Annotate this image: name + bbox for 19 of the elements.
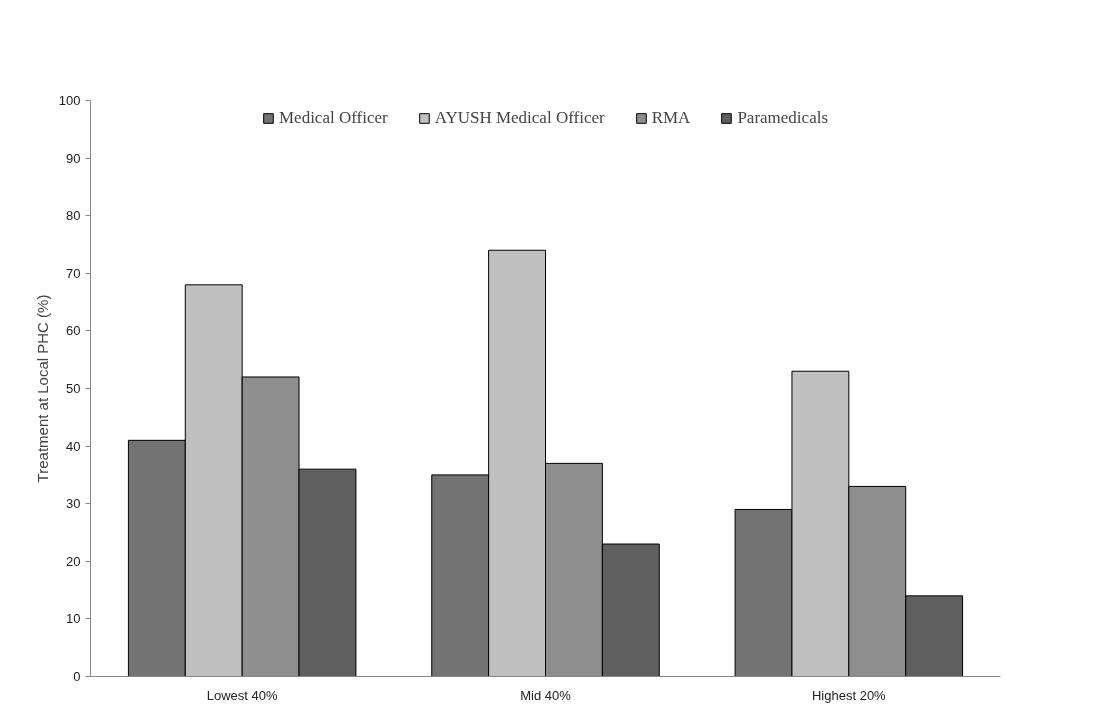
y-tick-label: 30	[66, 496, 81, 512]
y-tick-label: 80	[66, 208, 81, 224]
y-tick-label: 20	[66, 553, 81, 569]
y-axis-title: Treatment at Local PHC (%)	[33, 294, 51, 483]
x-tick-label: Lowest 40%	[206, 687, 279, 703]
legend-label: Medical Officer	[278, 108, 388, 128]
y-tick-label: 50	[66, 381, 81, 396]
y-tick-label: 40	[66, 438, 81, 454]
y-tick-label: 70	[66, 265, 81, 281]
x-tick-label: Mid 40%	[520, 687, 572, 703]
legend-label: RMA	[651, 108, 691, 128]
x-tick-label: Highest 20%	[811, 687, 887, 703]
y-tick-label: 60	[66, 323, 81, 339]
y-tick-label: 90	[66, 150, 81, 166]
y-tick-label: 100	[58, 93, 81, 108]
y-tick-label: 0	[73, 669, 81, 684]
y-tick-label: 10	[66, 611, 81, 627]
legend-label: Paramedicals	[737, 108, 829, 128]
legend-label: AYUSH Medical Officer	[434, 108, 605, 128]
